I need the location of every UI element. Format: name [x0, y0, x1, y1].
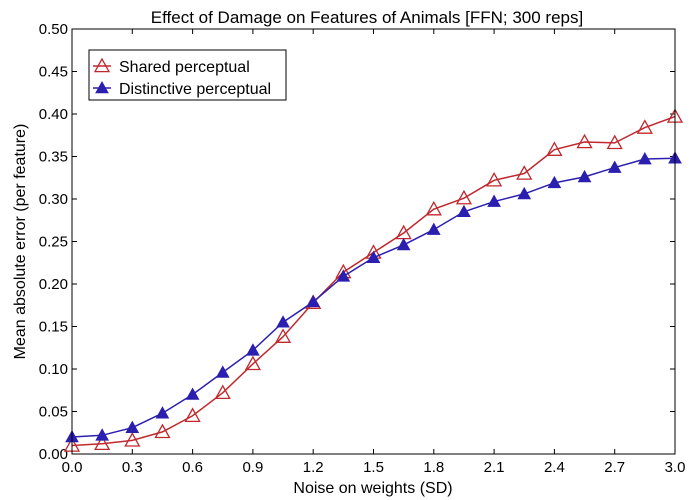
data-point-0 — [425, 200, 442, 216]
data-point-1 — [547, 175, 562, 189]
x-tick-label: 1.2 — [303, 459, 324, 476]
y-tick-label: 0.40 — [39, 106, 68, 123]
data-point-1 — [577, 169, 592, 183]
plot-frame — [71, 28, 676, 455]
data-point-1 — [396, 237, 411, 251]
data-point-1 — [517, 186, 532, 200]
data-point-0 — [485, 171, 503, 187]
y-tick-label: 0.30 — [39, 191, 68, 208]
y-tick-label: 0.00 — [39, 446, 68, 463]
x-tick-label: 0.3 — [122, 459, 143, 476]
y-tick-label: 0.35 — [39, 149, 68, 166]
y-tick-label: 0.25 — [39, 234, 68, 251]
legend: Shared perceptual Distinctive perceptual — [88, 49, 287, 101]
legend-label: Shared perceptual — [119, 59, 250, 76]
data-point-0 — [154, 423, 171, 439]
x-tick-label: 1.8 — [423, 459, 444, 476]
data-point-0 — [214, 384, 231, 400]
legend-marker — [95, 80, 109, 94]
legend-box — [88, 49, 287, 101]
x-tick-label: 0.6 — [182, 459, 203, 476]
x-tick-label: 1.5 — [363, 459, 384, 476]
data-point-1 — [607, 160, 622, 173]
legend-marker — [93, 57, 111, 73]
data-point-0 — [516, 165, 533, 180]
x-tick-label: 2.7 — [604, 459, 625, 476]
legend-entries: Shared perceptual Distinctive perceptual — [93, 57, 271, 98]
plot-area: 0.0 0.3 0.6 0.9 1.2 1.5 1.8 2.1 2.4 2.7 3.0 0.00 0.0… — [39, 21, 686, 476]
data-point-0 — [636, 119, 653, 134]
y-tick-label: 0.50 — [39, 21, 68, 38]
data-point-0 — [606, 134, 623, 150]
data-point-0 — [244, 355, 262, 371]
data-point-0 — [124, 432, 141, 447]
data-point-1 — [457, 204, 471, 218]
data-point-1 — [306, 294, 321, 308]
series-line-1 — [71, 157, 676, 438]
x-axis-label: Noise on weights (SD) — [293, 480, 452, 497]
data-point-1 — [246, 343, 260, 356]
y-tick-label: 0.10 — [39, 361, 68, 378]
data-point-0 — [94, 435, 111, 451]
chart-title: Effect of Damage on Features of Animals … — [151, 8, 583, 27]
x-tick-label: 3.0 — [665, 459, 686, 476]
data-point-0 — [455, 189, 473, 205]
data-point-1 — [155, 406, 170, 419]
data-point-0 — [546, 141, 563, 156]
data-point-1 — [125, 420, 140, 433]
x-tick-label: 2.4 — [544, 459, 565, 476]
x-tick-label: 0.9 — [242, 459, 263, 476]
x-tick-label: 0.0 — [62, 459, 83, 476]
y-axis-label: Mean absolute error (per feature) — [12, 124, 29, 360]
data-point-0 — [576, 133, 593, 149]
data-point-1 — [366, 250, 381, 263]
legend-label: Distinctive perceptual — [119, 81, 271, 98]
data-point-0 — [274, 328, 292, 343]
y-tick-label: 0.15 — [39, 319, 68, 336]
data-point-1 — [638, 152, 652, 165]
data-point-1 — [487, 194, 501, 207]
data-point-1 — [95, 428, 109, 441]
data-point-1 — [426, 222, 441, 235]
y-tick-label: 0.45 — [39, 64, 68, 81]
data-point-1 — [185, 387, 200, 400]
data-point-1 — [276, 315, 290, 328]
data-point-1 — [215, 365, 230, 378]
y-tick-label: 0.20 — [39, 276, 68, 293]
y-tick-label: 0.05 — [39, 404, 68, 421]
series-line-0 — [71, 115, 676, 447]
x-tick-label: 2.1 — [484, 459, 505, 476]
data-point-0 — [184, 407, 201, 423]
data-point-1 — [336, 269, 351, 282]
